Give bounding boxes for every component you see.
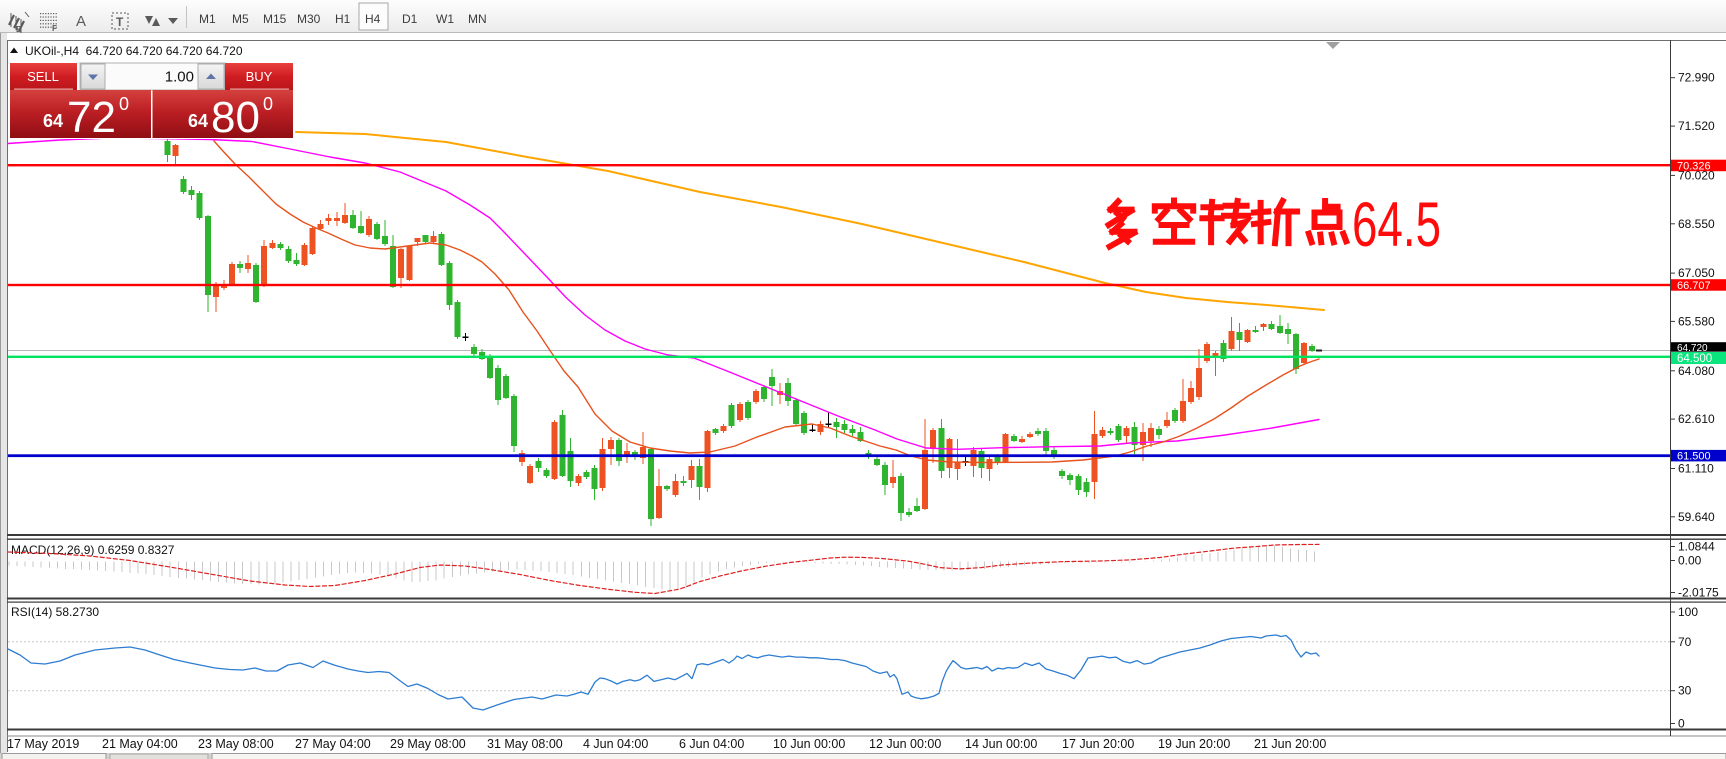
svg-text:29 May 08:00: 29 May 08:00 <box>390 737 466 751</box>
svg-text:17 Jun 20:00: 17 Jun 20:00 <box>1062 737 1134 751</box>
svg-text:72.990: 72.990 <box>1678 71 1715 85</box>
svg-text:1.0844: 1.0844 <box>1678 540 1715 554</box>
svg-text:70.020: 70.020 <box>1678 168 1715 182</box>
svg-text:M15: M15 <box>263 12 287 26</box>
svg-text:14 Jun 00:00: 14 Jun 00:00 <box>965 737 1037 751</box>
svg-text:65.580: 65.580 <box>1678 314 1715 328</box>
svg-text:64: 64 <box>43 111 63 131</box>
svg-text:72: 72 <box>67 93 116 142</box>
svg-text:64.080: 64.080 <box>1678 364 1715 378</box>
svg-text:66.707: 66.707 <box>1677 280 1711 292</box>
svg-text:A: A <box>76 13 86 30</box>
svg-text:30: 30 <box>1678 684 1692 698</box>
svg-text:W1: W1 <box>436 12 454 26</box>
svg-text:70: 70 <box>1678 635 1692 649</box>
svg-text:67.050: 67.050 <box>1678 266 1715 280</box>
svg-text:M5: M5 <box>232 12 249 26</box>
svg-text:0: 0 <box>263 94 273 114</box>
svg-text:0.00: 0.00 <box>1678 554 1702 568</box>
svg-text:64: 64 <box>188 111 208 131</box>
svg-text:UKOil-,H4 64.720 64.720 64.72: UKOil-,H4 64.720 64.720 64.720 64.720 <box>25 44 243 58</box>
svg-text:64.720: 64.720 <box>1677 343 1708 354</box>
svg-text:100: 100 <box>1678 605 1698 619</box>
svg-text:21 Jun 20:00: 21 Jun 20:00 <box>1254 737 1326 751</box>
svg-text:64.500: 64.500 <box>1677 353 1712 365</box>
svg-text:61.500: 61.500 <box>1677 451 1711 463</box>
svg-text:68.550: 68.550 <box>1678 217 1715 231</box>
svg-text:12 Jun 00:00: 12 Jun 00:00 <box>869 737 941 751</box>
svg-text:BUY: BUY <box>246 69 273 84</box>
svg-text:D1: D1 <box>402 12 418 26</box>
svg-text:0: 0 <box>119 94 129 114</box>
svg-text:4 Jun 04:00: 4 Jun 04:00 <box>583 737 648 751</box>
svg-text:6 Jun 04:00: 6 Jun 04:00 <box>679 737 744 751</box>
svg-text:H1: H1 <box>335 12 351 26</box>
svg-text:64.5: 64.5 <box>1352 190 1441 260</box>
svg-text:E: E <box>16 25 22 34</box>
svg-text:SELL: SELL <box>27 69 59 84</box>
svg-text:0: 0 <box>1678 717 1685 731</box>
svg-text:F: F <box>52 24 57 33</box>
svg-text:1.00: 1.00 <box>165 69 194 86</box>
svg-text:71.520: 71.520 <box>1678 119 1715 133</box>
svg-text:70.326: 70.326 <box>1677 160 1711 172</box>
svg-text:31 May 08:00: 31 May 08:00 <box>487 737 563 751</box>
svg-text:MN: MN <box>468 12 487 26</box>
svg-text:19 Jun 20:00: 19 Jun 20:00 <box>1158 737 1230 751</box>
svg-text:RSI(14) 58.2730: RSI(14) 58.2730 <box>11 605 99 619</box>
svg-text:10 Jun 00:00: 10 Jun 00:00 <box>773 737 845 751</box>
svg-text:62.610: 62.610 <box>1678 412 1715 426</box>
svg-text:27 May 04:00: 27 May 04:00 <box>295 737 371 751</box>
svg-text:T: T <box>116 15 124 29</box>
svg-text:21 May 04:00: 21 May 04:00 <box>102 737 178 751</box>
svg-text:H4: H4 <box>365 12 381 26</box>
svg-text:-2.0175: -2.0175 <box>1678 586 1719 600</box>
svg-text:MACD(12,26,9) 0.6259 0.8327: MACD(12,26,9) 0.6259 0.8327 <box>11 543 175 557</box>
svg-text:61.110: 61.110 <box>1678 462 1714 476</box>
svg-text:M30: M30 <box>297 12 321 26</box>
svg-text:17 May 2019: 17 May 2019 <box>7 737 79 751</box>
svg-text:M1: M1 <box>199 12 216 26</box>
svg-text:59.640: 59.640 <box>1678 510 1715 524</box>
svg-text:80: 80 <box>211 93 260 142</box>
svg-text:23 May 08:00: 23 May 08:00 <box>198 737 274 751</box>
